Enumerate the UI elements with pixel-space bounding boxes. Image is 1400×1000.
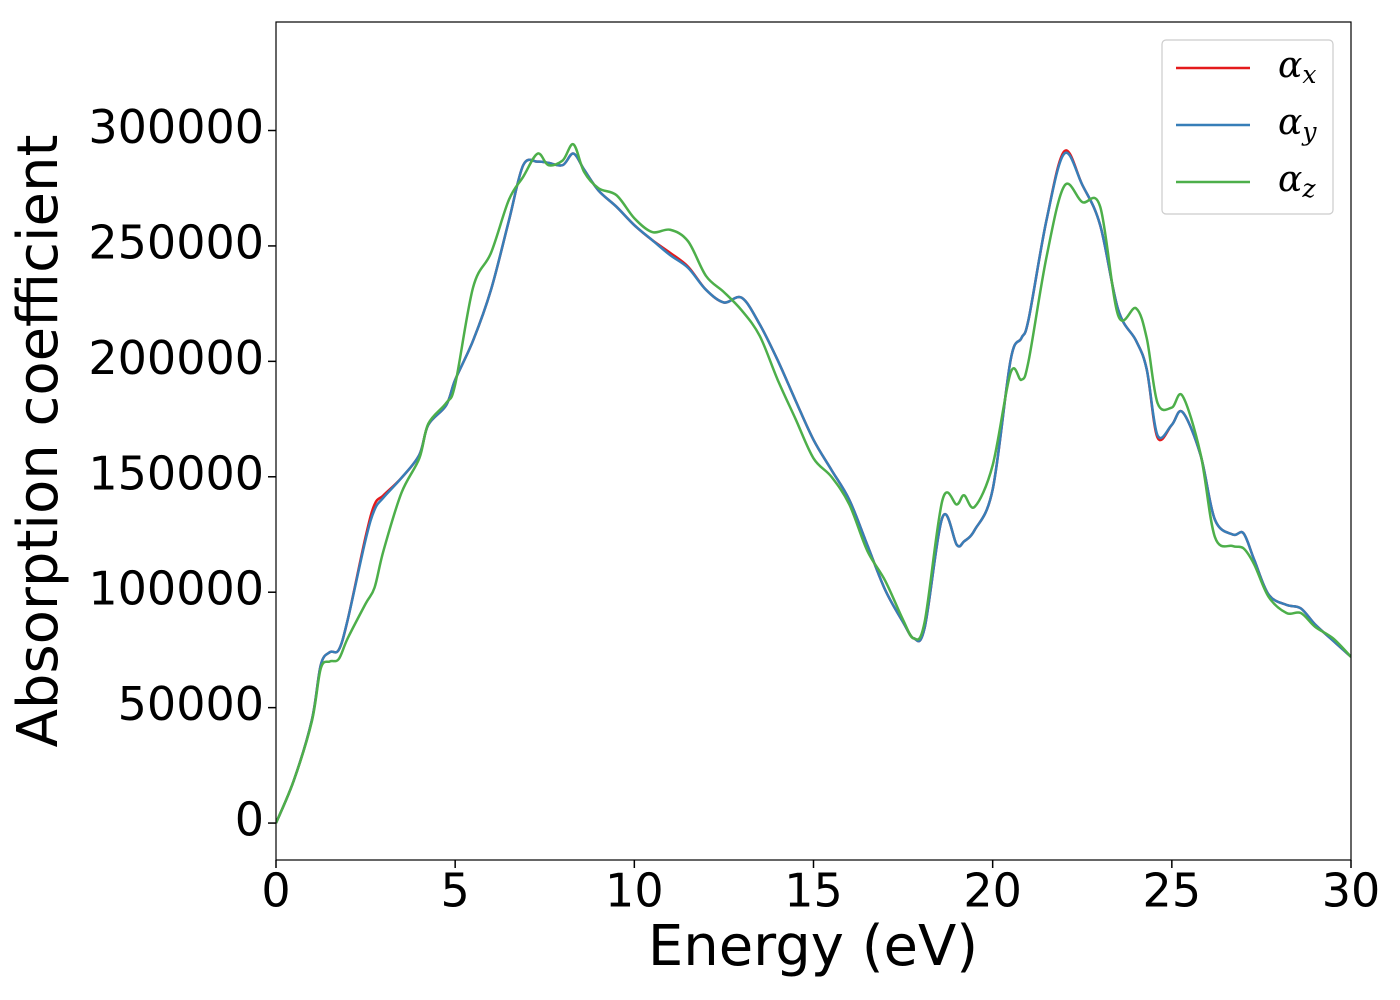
x-tick-label: 20 [963,864,1022,918]
x-tick-label: 10 [605,864,664,918]
x-tick-label: 5 [441,864,470,918]
y-tick-label: 300000 [88,100,264,154]
legend-box [1161,39,1334,215]
series-line [276,143,1351,824]
x-tick-label: 0 [261,864,290,918]
y-tick-label: 250000 [88,215,264,269]
y-tick-label: 0 [235,793,264,847]
x-tick-label: 15 [784,864,843,918]
series-line [276,151,1351,824]
y-axis-label: Absorption coefficient [6,135,71,748]
plot-frame [275,21,1352,861]
x-tick-label: 30 [1322,864,1381,918]
y-tick-label: 100000 [88,562,264,616]
y-tick-label: 200000 [88,331,264,385]
x-axis-label: Energy (eV) [648,914,978,979]
y-tick-label: 150000 [88,446,264,500]
series-line [276,149,1351,824]
legend-label: αz [1278,159,1316,203]
y-tick-label: 50000 [118,677,264,731]
x-tick-label: 25 [1143,864,1202,918]
legend-label: αy [1278,102,1317,146]
legend-label: αx [1278,45,1316,89]
